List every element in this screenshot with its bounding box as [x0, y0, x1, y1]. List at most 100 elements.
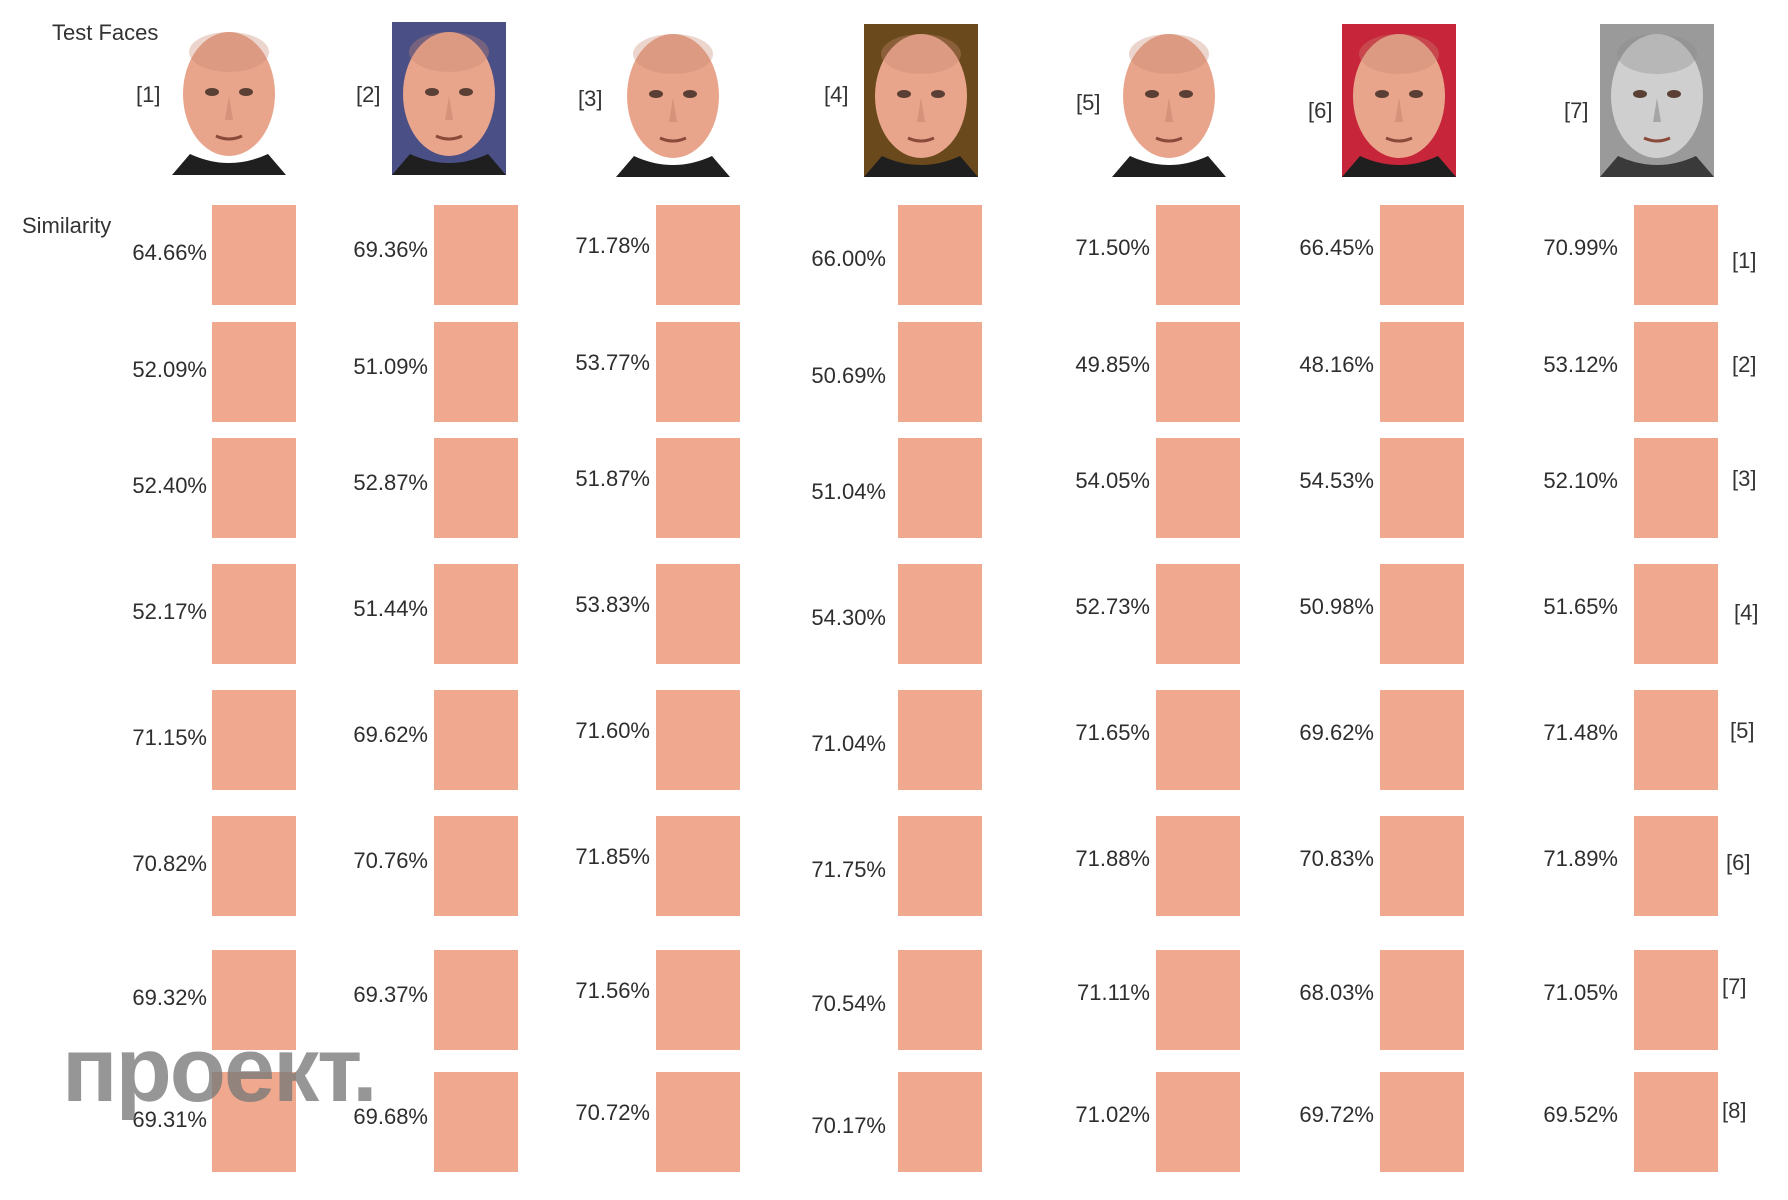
similarity-value: 51.65%: [1543, 594, 1618, 619]
similarity-cell: [656, 950, 740, 1050]
similarity-cell: [434, 950, 518, 1050]
similarity-value: 54.53%: [1299, 468, 1374, 493]
similarity-value: 70.82%: [132, 851, 207, 876]
similarity-cell: [1634, 564, 1718, 664]
face-index-label: [6]: [1308, 98, 1333, 123]
similarity-value: 52.87%: [353, 470, 428, 495]
similarity-value: 71.50%: [1075, 235, 1150, 260]
similarity-cell: [656, 690, 740, 790]
similarity-cell: [1634, 1072, 1718, 1172]
test-faces-label: Test Faces: [52, 20, 159, 45]
similarity-value: 71.02%: [1075, 1102, 1150, 1127]
similarity-cell: [1380, 1072, 1464, 1172]
similarity-cell: [1380, 322, 1464, 422]
similarity-value: 71.60%: [575, 718, 650, 743]
similarity-value: 49.85%: [1075, 352, 1150, 377]
similarity-cell: [1380, 564, 1464, 664]
similarity-value: 69.32%: [132, 985, 207, 1010]
similarity-value: 69.62%: [353, 722, 428, 747]
similarity-value: 53.12%: [1543, 352, 1618, 377]
similarity-value: 53.83%: [575, 592, 650, 617]
similarity-value: 70.83%: [1299, 846, 1374, 871]
similarity-value: 70.99%: [1543, 235, 1618, 260]
face-index-label: [4]: [824, 82, 849, 107]
similarity-value: 52.73%: [1075, 594, 1150, 619]
similarity-cell: [434, 690, 518, 790]
similarity-value: 70.17%: [811, 1113, 886, 1138]
similarity-value: 70.72%: [575, 1100, 650, 1125]
face-photo: [1342, 24, 1456, 177]
similarity-cell: [212, 438, 296, 538]
similarity-cell: [898, 1072, 982, 1172]
face-photo: [1112, 24, 1226, 177]
row-index-label: [5]: [1730, 718, 1755, 743]
similarity-value: 69.68%: [353, 1104, 428, 1129]
similarity-value: 52.09%: [132, 357, 207, 382]
similarity-cell: [212, 816, 296, 916]
similarity-value: 50.69%: [811, 363, 886, 388]
similarity-value: 71.56%: [575, 978, 650, 1003]
similarity-cell: [1156, 690, 1240, 790]
similarity-value: 54.05%: [1075, 468, 1150, 493]
similarity-cell: [1634, 438, 1718, 538]
similarity-cell: [656, 816, 740, 916]
similarity-cell: [1380, 205, 1464, 305]
similarity-value: 69.62%: [1299, 720, 1374, 745]
similarity-value: 48.16%: [1299, 352, 1374, 377]
similarity-cell: [656, 564, 740, 664]
row-index-label: [8]: [1722, 1098, 1747, 1123]
similarity-value: 51.44%: [353, 596, 428, 621]
similarity-value: 51.09%: [353, 354, 428, 379]
similarity-cell: [1380, 816, 1464, 916]
similarity-cell: [1156, 1072, 1240, 1172]
similarity-value: 71.04%: [811, 731, 886, 756]
similarity-cell: [656, 205, 740, 305]
row-index-label: [7]: [1722, 974, 1747, 999]
face-photo: [616, 24, 730, 177]
similarity-value: 70.54%: [811, 991, 886, 1016]
similarity-value: 52.10%: [1543, 468, 1618, 493]
similarity-value: 68.03%: [1299, 980, 1374, 1005]
similarity-value: 66.00%: [811, 246, 886, 271]
similarity-cell: [898, 322, 982, 422]
similarity-cell: [898, 438, 982, 538]
similarity-cell: [1634, 950, 1718, 1050]
row-index-label: [4]: [1734, 600, 1759, 625]
similarity-value: 54.30%: [811, 605, 886, 630]
similarity-cell: [1634, 205, 1718, 305]
similarity-cell: [434, 564, 518, 664]
similarity-cell: [434, 816, 518, 916]
similarity-value: 69.52%: [1543, 1102, 1618, 1127]
similarity-value: 51.87%: [575, 466, 650, 491]
similarity-cell: [212, 322, 296, 422]
similarity-value: 50.98%: [1299, 594, 1374, 619]
face-index-label: [2]: [356, 82, 381, 107]
similarity-cell: [1634, 690, 1718, 790]
face-index-label: [1]: [136, 82, 161, 107]
similarity-value: 70.76%: [353, 848, 428, 873]
similarity-value: 71.85%: [575, 844, 650, 869]
row-index-label: [1]: [1732, 248, 1757, 273]
similarity-cell: [898, 816, 982, 916]
similarity-cell: [656, 322, 740, 422]
similarity-value: 71.75%: [811, 857, 886, 882]
similarity-value: 53.77%: [575, 350, 650, 375]
similarity-value: 71.48%: [1543, 720, 1618, 745]
similarity-cell: [212, 1072, 296, 1172]
similarity-cell: [212, 205, 296, 305]
similarity-value: 69.37%: [353, 982, 428, 1007]
similarity-value: 71.15%: [132, 725, 207, 750]
similarity-cell: [1156, 950, 1240, 1050]
similarity-cell: [434, 1072, 518, 1172]
similarity-cell: [1156, 564, 1240, 664]
similarity-value: 69.31%: [132, 1107, 207, 1132]
face-photo: [864, 24, 978, 177]
similarity-cell: [898, 205, 982, 305]
similarity-cell: [434, 438, 518, 538]
row-index-label: [3]: [1732, 466, 1757, 491]
face-photo: [1600, 24, 1714, 177]
similarity-cell: [212, 690, 296, 790]
similarity-cell: [434, 322, 518, 422]
face-index-label: [7]: [1564, 98, 1589, 123]
